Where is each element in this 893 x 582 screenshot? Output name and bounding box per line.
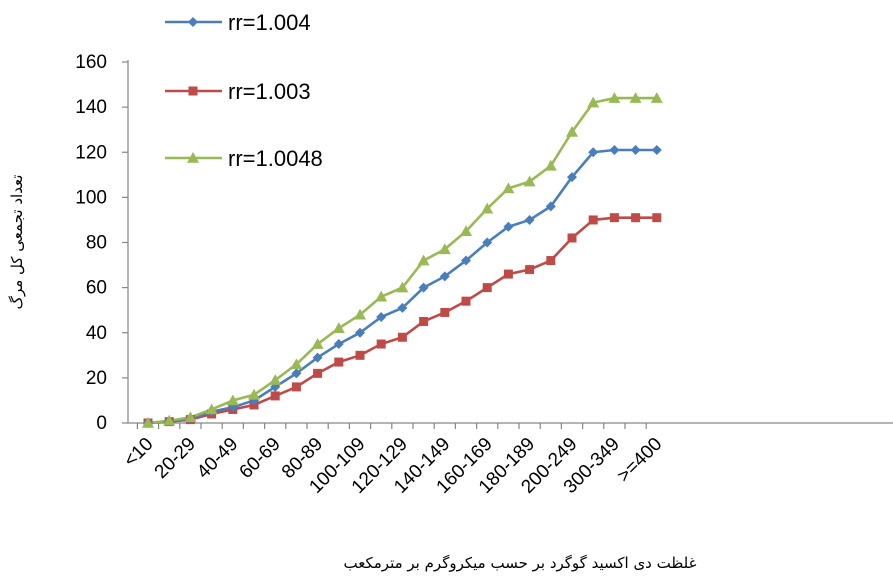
data-point xyxy=(544,159,557,171)
x-tick-label: 20-29 xyxy=(151,434,200,483)
y-tick-label: 140 xyxy=(75,97,107,118)
data-point xyxy=(311,338,324,349)
series-lines xyxy=(147,96,657,425)
data-point xyxy=(461,296,471,306)
data-point xyxy=(418,282,429,293)
data-point xyxy=(333,339,344,350)
y-axis-title: تعداد تجمعی کل مرگ xyxy=(8,175,26,310)
data-point xyxy=(631,213,641,223)
data-point xyxy=(566,125,578,137)
data-point xyxy=(163,414,176,426)
y-tick-label: 60 xyxy=(86,278,107,299)
data-point xyxy=(567,172,577,183)
legend-label: rr=1.003 xyxy=(228,79,311,104)
legend-label: rr=1.0048 xyxy=(228,146,323,171)
series-line-2 xyxy=(147,216,657,425)
data-point xyxy=(524,214,535,225)
data-point xyxy=(396,281,409,293)
data-point xyxy=(587,96,600,108)
data-point xyxy=(588,147,599,158)
legend-marker xyxy=(188,17,198,27)
data-point xyxy=(376,339,386,349)
legend-marker xyxy=(188,86,198,96)
data-point xyxy=(650,92,663,103)
data-point xyxy=(142,417,154,428)
data-point xyxy=(290,358,303,370)
data-point xyxy=(397,302,408,313)
data-point xyxy=(482,237,493,248)
data-point xyxy=(376,311,387,322)
data-point xyxy=(291,368,302,379)
x-axis-title: غلظت دی اکسید گوگرد بر حسب میکروگرم بر م… xyxy=(344,554,697,572)
data-point xyxy=(375,290,388,302)
data-point xyxy=(651,144,662,155)
data-point xyxy=(332,322,345,334)
data-point xyxy=(525,265,535,275)
data-point xyxy=(291,382,301,392)
data-point xyxy=(482,283,492,293)
data-point xyxy=(460,225,472,237)
data-point xyxy=(334,357,344,367)
y-tick-label: 20 xyxy=(86,368,107,389)
data-point xyxy=(270,391,280,401)
data-point xyxy=(439,271,450,282)
data-point xyxy=(419,316,429,326)
x-tick-label: 60-69 xyxy=(236,434,285,483)
legend-marker xyxy=(187,152,199,163)
data-point xyxy=(248,388,260,400)
y-tick-label: 40 xyxy=(86,323,107,344)
data-point xyxy=(438,243,451,255)
axes xyxy=(127,60,893,424)
legend: rr=1.004 rr=1.003 rr=1.0048 xyxy=(165,10,323,171)
data-point xyxy=(481,202,494,214)
data-point xyxy=(546,256,556,266)
series-markers xyxy=(142,92,663,428)
data-point xyxy=(355,327,365,338)
data-point xyxy=(609,144,620,155)
y-tick-label: 100 xyxy=(75,187,107,208)
legend-label: rr=1.004 xyxy=(228,10,311,35)
data-point xyxy=(545,201,556,212)
data-point xyxy=(503,269,513,279)
x-tick-label: >=400 xyxy=(613,434,666,487)
data-point xyxy=(355,350,365,360)
data-point xyxy=(313,368,323,378)
data-point xyxy=(417,254,430,266)
data-point xyxy=(523,175,536,187)
data-point xyxy=(205,403,218,415)
data-point xyxy=(652,213,662,223)
data-point xyxy=(354,308,366,320)
y-tick-label: 80 xyxy=(86,233,107,254)
x-axis-ticks: <1020-2940-4960-6980-89100-109120-129140… xyxy=(120,423,666,498)
series-line-3 xyxy=(147,96,657,425)
y-tick-label: 0 xyxy=(96,413,107,434)
data-point xyxy=(503,221,514,232)
data-point xyxy=(629,92,642,103)
data-point xyxy=(461,255,471,266)
y-axis-ticks: 0 20 40 60 80 100 120 140 160 xyxy=(75,52,128,434)
data-point xyxy=(312,352,323,363)
data-point xyxy=(588,215,598,225)
data-point xyxy=(397,332,407,342)
y-tick-label: 160 xyxy=(75,52,107,73)
data-point xyxy=(440,307,450,317)
data-point xyxy=(269,374,282,385)
data-point xyxy=(226,394,239,406)
data-point xyxy=(609,213,619,223)
y-tick-label: 120 xyxy=(75,142,107,163)
x-tick-label: 40-49 xyxy=(193,434,242,483)
data-point xyxy=(630,144,641,155)
data-point xyxy=(184,411,197,423)
data-point xyxy=(608,92,621,103)
data-point xyxy=(567,233,577,243)
data-point xyxy=(502,182,515,194)
